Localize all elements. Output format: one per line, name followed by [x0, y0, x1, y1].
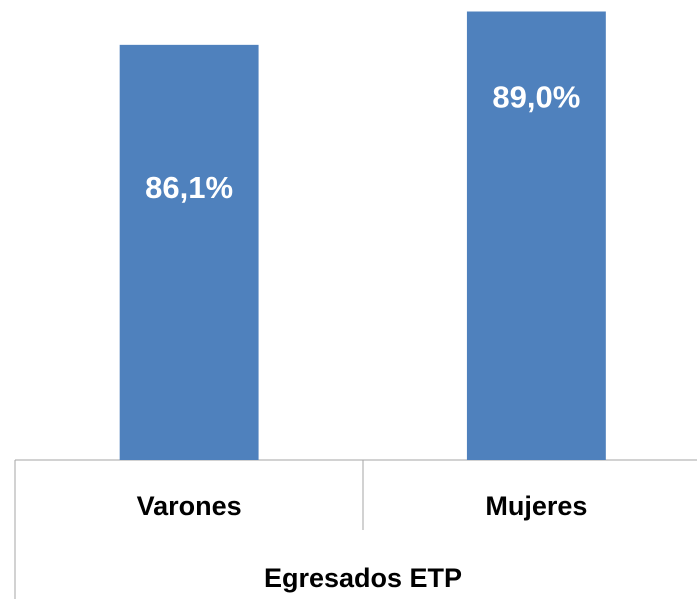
bar [119, 44, 259, 460]
x-tick-label: Mujeres [485, 491, 587, 521]
bar [466, 11, 606, 460]
x-tick-label: Varones [137, 491, 242, 521]
x-axis-label: Egresados ETP [264, 563, 462, 593]
value-label: 89,0% [492, 80, 580, 115]
value-label: 86,1% [145, 170, 233, 205]
